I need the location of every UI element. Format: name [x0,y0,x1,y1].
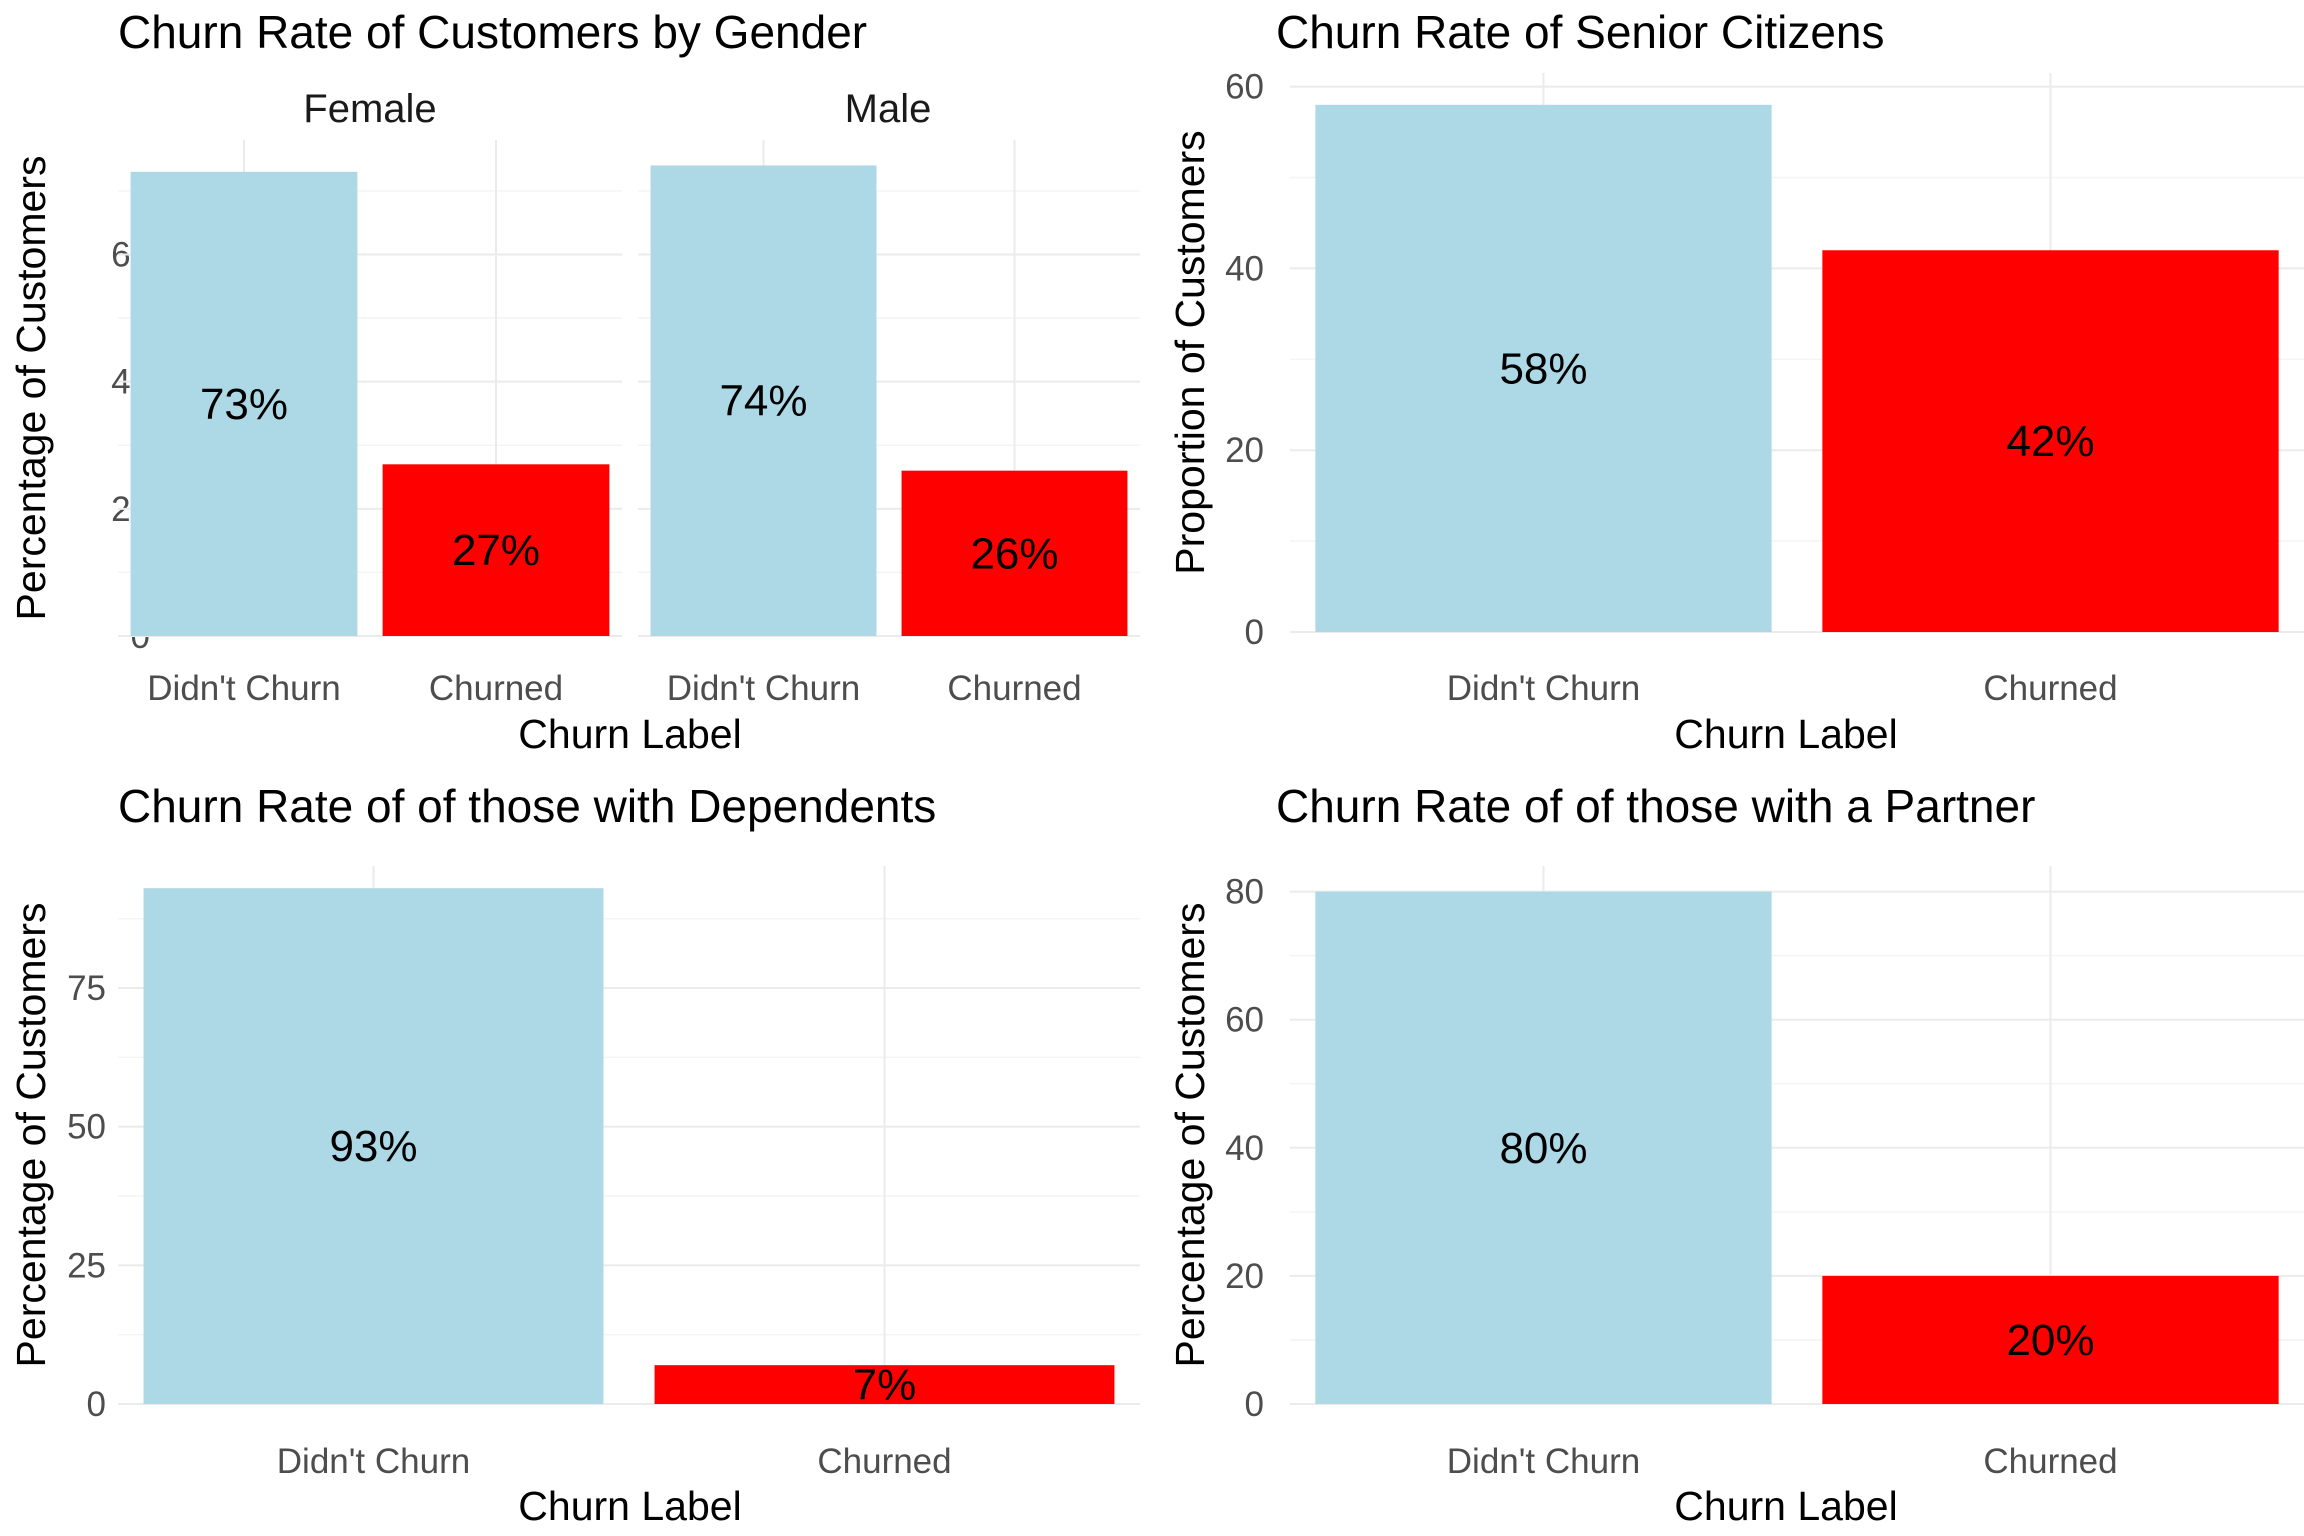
facet-panel: Male 74% Didn't Churn 26% Churned [638,87,1140,708]
y-tick-label: 20 [1225,431,1264,470]
x-tick-label: Didn't Churn [1447,1442,1640,1481]
y-tick-label: 0 [87,1385,106,1424]
y-tick-label: 0 [1245,613,1264,652]
bar-didnt-churn [130,171,358,637]
chart-panel-4: Churn Rate of of those with a Partner Per… [1167,780,2304,1529]
x-tick-label: Churned [429,669,563,708]
chart-panel-3: Churn Rate of of those with Dependents Pe… [8,780,1140,1529]
y-tick-label: 20 [1225,1257,1264,1296]
bar-churned [654,1365,1115,1404]
bar-didnt-churn [1315,891,1772,1404]
bar-data-label: 58% [1499,344,1587,393]
x-tick-label: Didn't Churn [147,669,340,708]
x-tick-label: Churned [1983,1442,2117,1481]
x-tick-label: Churned [947,669,1081,708]
y-tick-label: 40 [1225,249,1264,288]
bar-churned [1822,1275,2279,1404]
y-tick-label: 75 [67,969,106,1008]
y-tick-label: 60 [1225,1001,1264,1040]
bar-data-label: 26% [970,529,1058,578]
y-tick-label: 80 [1225,873,1264,912]
facet-strip-label: Male [845,87,932,131]
chart-title: Churn Rate of of those with a Partner [1276,780,2035,832]
y-axis-title: Percentage of Customers [8,903,54,1368]
chart-title: Churn Rate of of those with Dependents [118,780,936,832]
facet-strip-label: Female [303,87,436,131]
chart-title: Churn Rate of Senior Citizens [1276,6,1885,58]
bar-didnt-churn [143,888,604,1404]
y-tick-label: 25 [67,1246,106,1285]
y-axis-title: Proportion of Customers [1167,130,1213,574]
bar-data-label: 20% [2006,1316,2094,1365]
facet-panel: Female 73% Didn't Churn 27% Churned [118,87,622,708]
bar-data-label: 7% [853,1361,917,1410]
x-tick-label: Didn't Churn [277,1442,470,1481]
chart-panel-2: Churn Rate of Senior Citizens Proportion … [1167,6,2304,757]
bar-data-label: 93% [329,1122,417,1171]
bar-data-label: 42% [2006,417,2094,466]
plot-panel: 58% Didn't Churn 42% Churned [1290,73,2304,708]
y-tick-label: 50 [67,1108,106,1147]
plot-panel: 80% Didn't Churn 20% Churned [1290,866,2304,1481]
bar-data-label: 80% [1499,1124,1587,1173]
bar-didnt-churn [650,165,877,636]
bar-churned [382,464,610,636]
bar-data-label: 73% [200,380,288,429]
y-tick-label: 60 [1225,68,1264,107]
x-axis-title: Churn Label [518,1483,741,1529]
y-tick-label: 40 [1225,1129,1264,1168]
x-tick-label: Didn't Churn [1447,669,1640,708]
x-tick-label: Churned [817,1442,951,1481]
bar-data-label: 27% [452,526,540,575]
x-tick-label: Didn't Churn [667,669,860,708]
bar-data-label: 74% [719,377,807,426]
x-axis-title: Churn Label [1674,711,1897,757]
bar-churned [901,470,1128,636]
chart-panel-1: Churn Rate of Customers by Gender Percent… [8,6,1140,757]
y-tick-label: 0 [1245,1385,1264,1424]
plot-panel: 93% Didn't Churn 7% Churned [118,866,1140,1481]
x-axis-title: Churn Label [1674,1483,1897,1529]
bar-churned [1822,250,2279,632]
x-tick-label: Churned [1983,669,2117,708]
chart-title: Churn Rate of Customers by Gender [118,6,867,58]
x-axis-title: Churn Label [518,711,741,757]
y-axis-title: Percentage of Customers [8,156,54,621]
y-axis-title: Percentage of Customers [1167,903,1213,1368]
bar-didnt-churn [1315,104,1772,633]
